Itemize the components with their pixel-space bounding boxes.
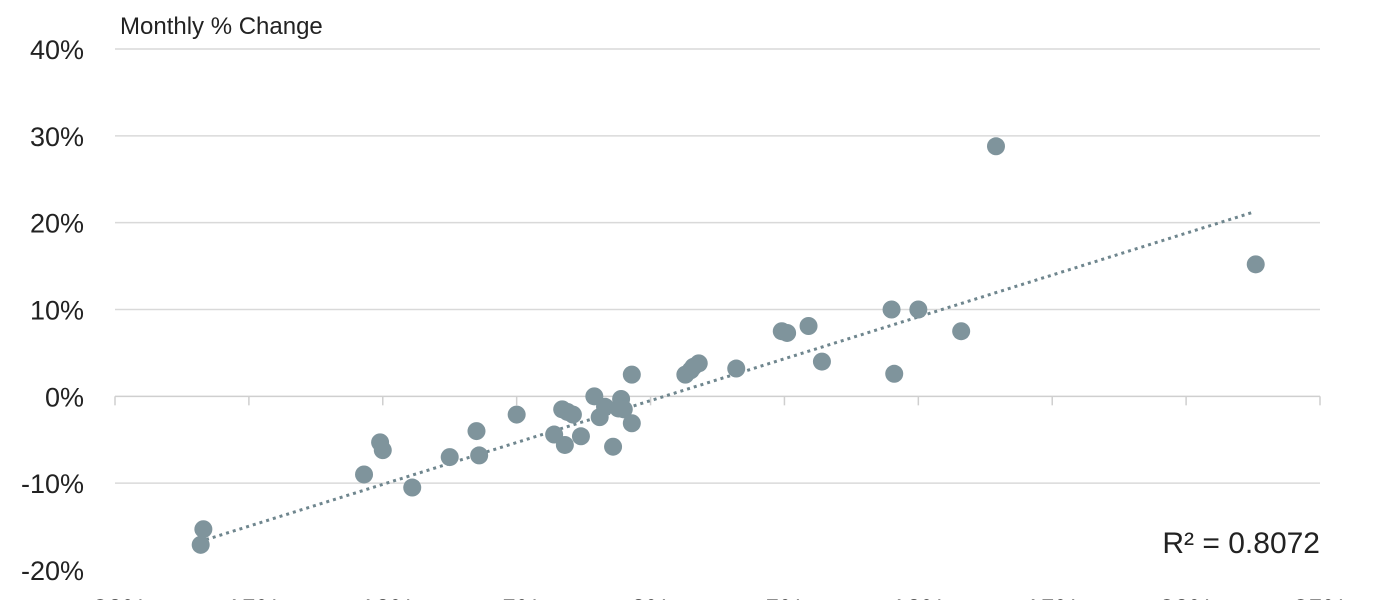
y-tick-label: -20% xyxy=(21,556,84,586)
y-tick-label: 30% xyxy=(30,122,84,152)
data-point xyxy=(799,316,818,335)
data-point xyxy=(604,437,623,456)
x-tick-label: -5% xyxy=(493,594,541,600)
data-point xyxy=(467,422,486,441)
data-point xyxy=(882,300,901,319)
data-point xyxy=(885,364,904,383)
data-point xyxy=(191,535,210,554)
y-tick-label: -10% xyxy=(21,469,84,499)
data-point xyxy=(622,414,641,433)
data-point xyxy=(563,405,582,424)
trendline-group xyxy=(205,210,1254,542)
x-tick-label: 0% xyxy=(631,594,670,600)
x-axis xyxy=(114,395,1321,406)
y-tick-label: 10% xyxy=(30,296,84,326)
data-point xyxy=(571,427,590,446)
y-axis-title: Monthly % Change xyxy=(120,13,323,40)
data-point xyxy=(555,435,574,454)
y-tick-label: 40% xyxy=(30,35,84,65)
data-point xyxy=(596,397,615,416)
data-point xyxy=(778,323,797,342)
data-point xyxy=(727,359,746,378)
data-point xyxy=(507,405,526,424)
data-point xyxy=(470,446,489,465)
x-tick-label: 15% xyxy=(1025,594,1079,600)
data-point xyxy=(1246,255,1265,274)
data-point xyxy=(440,448,459,467)
data-point xyxy=(194,520,213,539)
data-point xyxy=(403,478,422,497)
x-tick-label: -15% xyxy=(217,594,280,600)
x-tick-labels: -20% -15% -10% -5% 0% 5% 10% 15% 20% 25% xyxy=(83,594,1347,600)
trendline xyxy=(205,210,1254,542)
y-tick-label: 20% xyxy=(30,209,84,239)
x-tick-label: 10% xyxy=(891,594,945,600)
gridlines xyxy=(115,48,1320,484)
data-point xyxy=(689,354,708,373)
x-tick-label: -10% xyxy=(351,594,414,600)
x-tick-label: 25% xyxy=(1293,594,1347,600)
data-point xyxy=(373,441,392,460)
data-points xyxy=(191,137,1265,554)
x-tick-label: 5% xyxy=(765,594,804,600)
data-point xyxy=(909,300,928,319)
y-tick-label: 0% xyxy=(45,382,84,412)
x-tick-label: 20% xyxy=(1159,594,1213,600)
data-point xyxy=(622,365,641,384)
y-tick-labels: 40% 30% 20% 10% 0% -10% -20% xyxy=(21,35,84,586)
data-point xyxy=(952,322,971,341)
data-point xyxy=(986,137,1005,156)
r-squared-annotation: R² = 0.8072 xyxy=(1162,527,1320,560)
data-point xyxy=(614,400,633,419)
data-point xyxy=(355,465,374,484)
data-point xyxy=(812,352,831,371)
x-tick-label: -20% xyxy=(83,594,146,600)
